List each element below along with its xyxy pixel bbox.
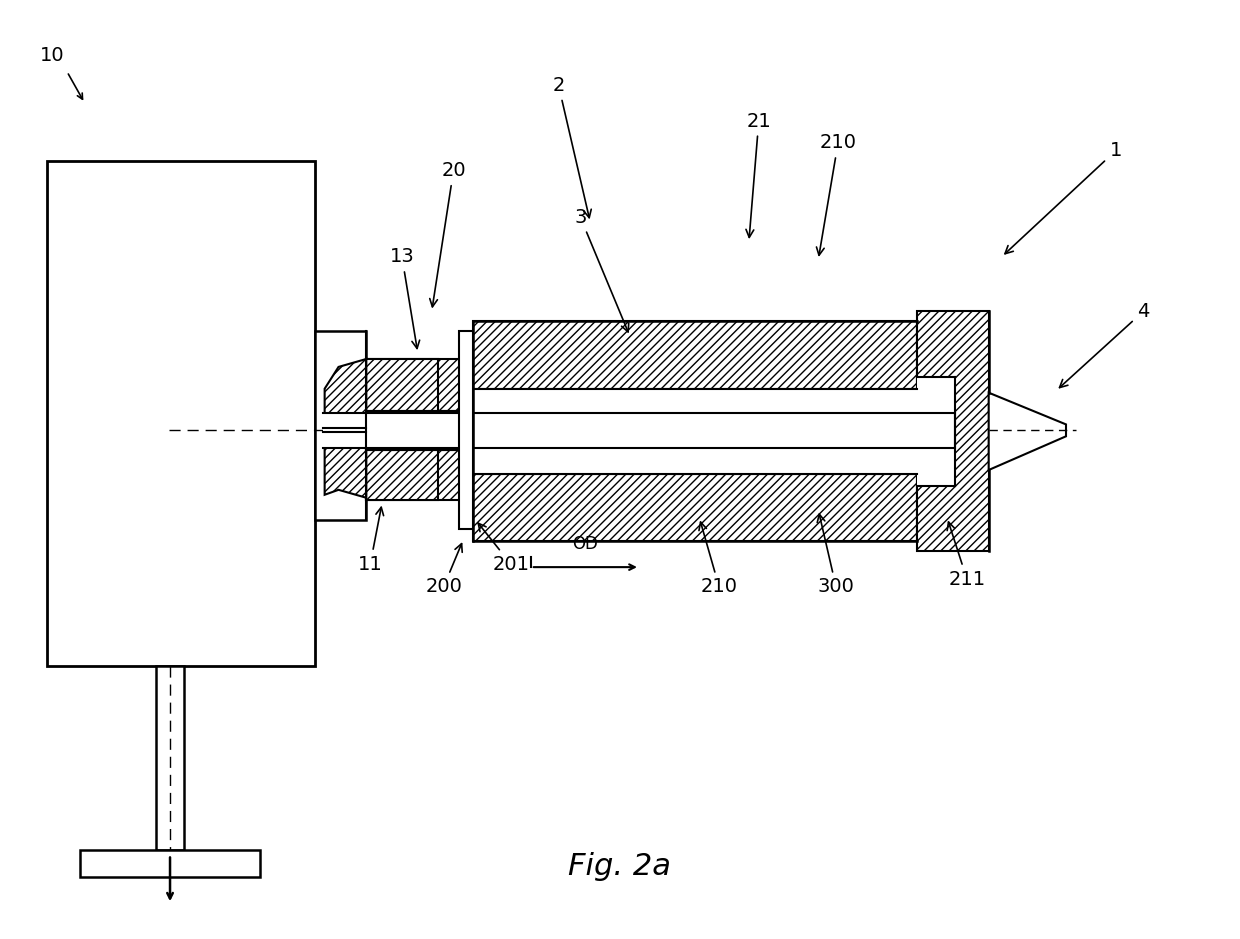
Text: 210: 210 [699,522,738,596]
Text: 13: 13 [389,247,419,348]
Bar [366,432,474,500]
Text: 300: 300 [817,515,854,596]
Bar [460,331,474,530]
Bar [366,359,438,426]
Bar [366,410,460,450]
Text: 210: 210 [816,133,857,255]
Text: 21: 21 [746,112,771,238]
Text: 10: 10 [40,46,64,65]
Bar [79,850,260,877]
Bar [47,161,315,667]
Polygon shape [988,393,1066,470]
Text: OD: OD [573,535,598,553]
Text: 11: 11 [358,507,383,574]
Bar [366,359,474,426]
Text: 200: 200 [425,544,463,596]
Bar [474,474,918,542]
Bar [315,331,366,519]
Bar [322,412,474,448]
Bar [156,667,184,850]
Text: Fig. 2a: Fig. 2a [568,852,672,881]
Bar [918,377,955,485]
Bar [474,412,955,448]
Polygon shape [325,359,366,430]
Text: 1: 1 [1004,142,1122,254]
Bar [918,312,988,551]
Bar [366,432,438,500]
Bar [322,428,368,432]
Text: 20: 20 [430,162,466,307]
Text: 201: 201 [479,523,529,574]
Text: 2: 2 [552,76,591,218]
Bar [474,321,918,389]
Text: 4: 4 [1059,302,1149,388]
Bar [474,389,918,474]
Text: 211: 211 [947,522,986,589]
Text: 3: 3 [574,208,629,331]
Polygon shape [325,430,366,498]
